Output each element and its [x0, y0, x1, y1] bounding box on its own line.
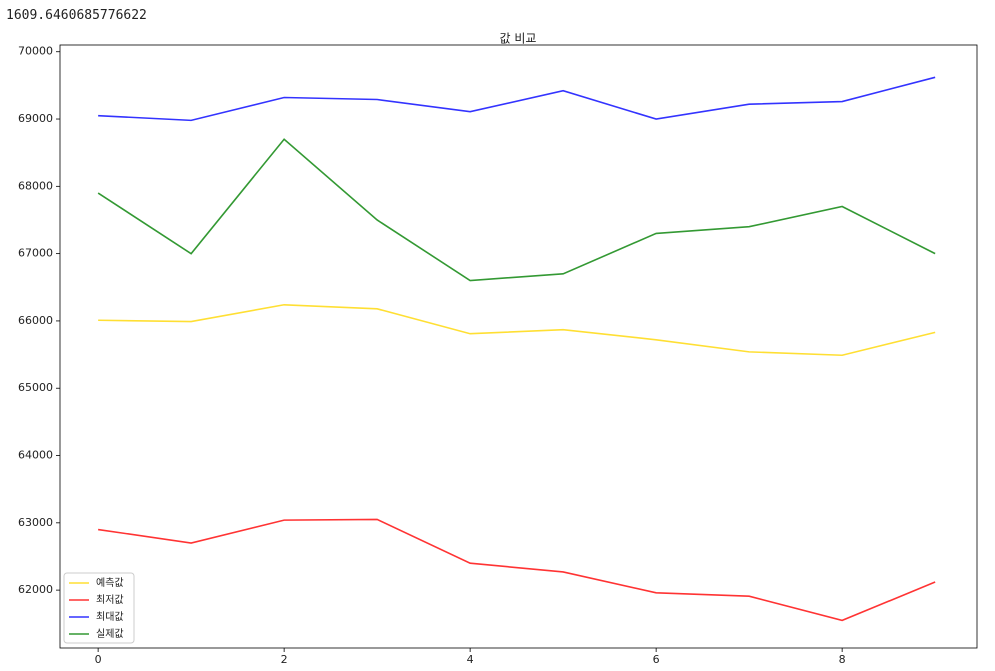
- chart-title: 값 비교: [500, 32, 537, 46]
- line-series: [97, 138, 936, 282]
- line-series: [98, 518, 936, 622]
- line-series: [98, 303, 936, 357]
- plot-frame: [59, 44, 978, 649]
- y-tick-label: 67000: [18, 247, 53, 260]
- y-tick-label: 66000: [18, 314, 53, 327]
- legend-box: [63, 572, 135, 644]
- x-tick-label: 2: [281, 653, 288, 666]
- x-tick-label: 0: [95, 653, 102, 666]
- y-tick-label: 62000: [18, 583, 53, 596]
- y-tick-label: 68000: [18, 179, 53, 192]
- x-tick-label: 8: [839, 653, 846, 666]
- cell-output: 1609.6460685776622: [6, 8, 147, 23]
- y-tick-label: 70000: [18, 45, 53, 58]
- legend-label: 최대값: [96, 611, 124, 623]
- legend-label: 실제값: [96, 628, 124, 640]
- line-series: [98, 76, 936, 122]
- x-tick-label: 4: [467, 653, 474, 666]
- y-tick-label: 69000: [18, 112, 53, 125]
- legend-label: 예측값: [96, 577, 124, 589]
- y-tick-label: 65000: [18, 381, 53, 394]
- legend-label: 최저값: [96, 594, 124, 606]
- y-tick-label: 64000: [18, 449, 53, 462]
- x-tick-label: 6: [653, 653, 660, 666]
- y-tick-label: 63000: [18, 516, 53, 529]
